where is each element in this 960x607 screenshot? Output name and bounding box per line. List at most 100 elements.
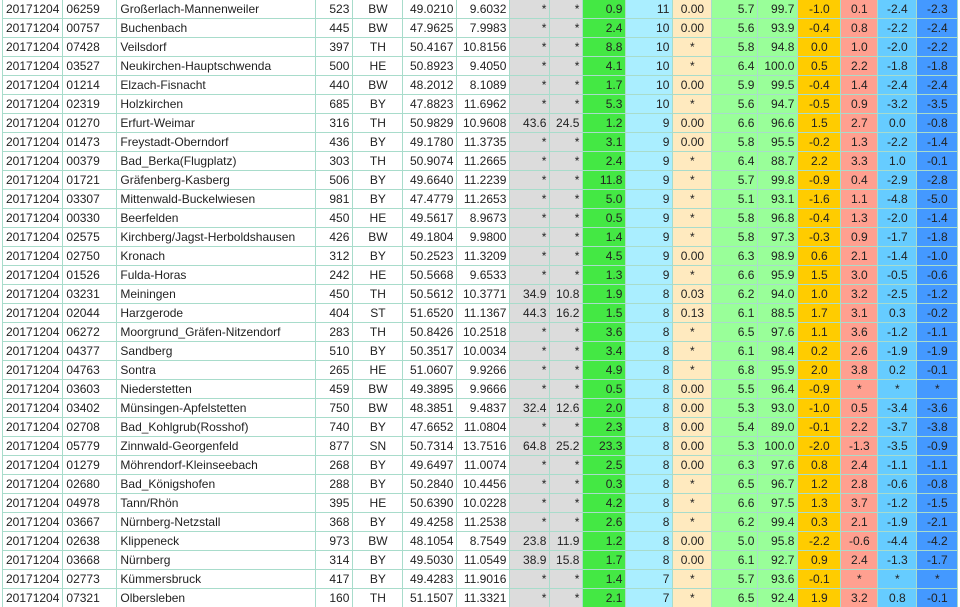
state-cell: TH bbox=[352, 284, 404, 304]
lightblue-value-cell: 8 bbox=[625, 436, 674, 456]
latitude-cell: 50.2523 bbox=[402, 246, 458, 266]
yellow-value-cell: 0.00 bbox=[672, 113, 713, 133]
latitude-cell: 48.2012 bbox=[402, 75, 458, 95]
state-cell: BW bbox=[352, 227, 404, 247]
orange-value-cell: 0.5 bbox=[797, 56, 842, 76]
orange-value-cell: 1.7 bbox=[797, 303, 842, 323]
longitude-cell: 11.1367 bbox=[456, 303, 511, 323]
salmon-value-cell: 1.4 bbox=[840, 75, 879, 95]
gray-value-2-cell: * bbox=[549, 588, 584, 607]
orange-value-cell: -0.9 bbox=[797, 379, 842, 399]
lightgreen-value-2-cell: 99.4 bbox=[757, 512, 799, 532]
table-row: 20171204 02708 Bad_Kohlgrub(Rosshof) 740 BY 4… bbox=[1, 417, 959, 437]
station-name-cell: Sandberg bbox=[116, 341, 317, 361]
yellow-value-cell: * bbox=[672, 265, 713, 285]
lightgreen-value-2-cell: 88.5 bbox=[757, 303, 799, 323]
green-value-cell: 8.8 bbox=[582, 37, 627, 57]
state-cell: BY bbox=[352, 189, 404, 209]
latitude-cell: 50.9074 bbox=[402, 151, 458, 171]
table-row: 20171204 05779 Zinnwald-Georgenfeld 877 SN 50… bbox=[1, 436, 959, 456]
date-cell: 20171204 bbox=[1, 417, 64, 437]
longitude-cell: 7.9983 bbox=[456, 18, 511, 38]
yellow-value-cell: 0.13 bbox=[672, 303, 713, 323]
date-cell: 20171204 bbox=[1, 18, 64, 38]
elevation-cell: 506 bbox=[315, 170, 354, 190]
table-row: 20171204 04763 Sontra 265 HE 51.0607 9.9266 * * 4… bbox=[1, 360, 959, 380]
lightblue-value-cell: 8 bbox=[625, 550, 674, 570]
station-id-cell: 02680 bbox=[62, 474, 118, 494]
blue-value-1-cell: -1.2 bbox=[877, 493, 918, 513]
table-row: 20171204 03402 Münsingen-Apfelstetten 750 BW… bbox=[1, 398, 959, 418]
station-id-cell: 06272 bbox=[62, 322, 118, 342]
table-row: 20171204 02680 Bad_Königshofen 288 BY 50.2840… bbox=[1, 474, 959, 494]
station-id-cell: 01473 bbox=[62, 132, 118, 152]
station-id-cell: 02638 bbox=[62, 531, 118, 551]
blue-value-2-cell: -3.6 bbox=[916, 398, 959, 418]
station-id-cell: 07428 bbox=[62, 37, 118, 57]
gray-value-1-cell: * bbox=[509, 455, 551, 475]
date-cell: 20171204 bbox=[1, 189, 64, 209]
elevation-cell: 436 bbox=[315, 132, 354, 152]
gray-value-2-cell: * bbox=[549, 132, 584, 152]
blue-value-2-cell: -1.8 bbox=[916, 56, 959, 76]
table-row: 20171204 06272 Moorgrund_Gräfen-Nitzendorf… bbox=[1, 322, 959, 342]
lightblue-value-cell: 7 bbox=[625, 588, 674, 607]
longitude-cell: 9.4050 bbox=[456, 56, 511, 76]
gray-value-1-cell: * bbox=[509, 208, 551, 228]
longitude-cell: 10.3771 bbox=[456, 284, 511, 304]
lightgreen-value-2-cell: 89.0 bbox=[757, 417, 799, 437]
elevation-cell: 877 bbox=[315, 436, 354, 456]
blue-value-2-cell: -0.6 bbox=[916, 265, 959, 285]
orange-value-cell: 1.1 bbox=[797, 322, 842, 342]
lightgreen-value-1-cell: 6.2 bbox=[711, 512, 759, 532]
station-id-cell: 04377 bbox=[62, 341, 118, 361]
gray-value-1-cell: * bbox=[509, 18, 551, 38]
longitude-cell: 11.3735 bbox=[456, 132, 511, 152]
green-value-cell: 0.5 bbox=[582, 208, 627, 228]
longitude-cell: 11.0074 bbox=[456, 455, 511, 475]
state-cell: ST bbox=[352, 303, 404, 323]
longitude-cell: 11.2239 bbox=[456, 170, 511, 190]
table-row: 20171204 04377 Sandberg 510 BY 50.3517 10.0034… bbox=[1, 341, 959, 361]
date-cell: 20171204 bbox=[1, 113, 64, 133]
gray-value-1-cell: * bbox=[509, 474, 551, 494]
green-value-cell: 1.4 bbox=[582, 227, 627, 247]
elevation-cell: 368 bbox=[315, 512, 354, 532]
yellow-value-cell: * bbox=[672, 37, 713, 57]
lightgreen-value-2-cell: 96.6 bbox=[757, 113, 799, 133]
station-name-cell: Bad_Berka(Flugplatz) bbox=[116, 151, 317, 171]
blue-value-2-cell: -1.0 bbox=[916, 246, 959, 266]
longitude-cell: 10.2518 bbox=[456, 322, 511, 342]
latitude-cell: 49.5617 bbox=[402, 208, 458, 228]
lightgreen-value-2-cell: 92.7 bbox=[757, 550, 799, 570]
yellow-value-cell: 0.00 bbox=[672, 436, 713, 456]
station-name-cell: Kümmersbruck bbox=[116, 569, 317, 589]
salmon-value-cell: 0.5 bbox=[840, 398, 879, 418]
state-cell: BY bbox=[352, 341, 404, 361]
yellow-value-cell: 0.00 bbox=[672, 18, 713, 38]
lightblue-value-cell: 9 bbox=[625, 132, 674, 152]
gray-value-1-cell: * bbox=[509, 379, 551, 399]
orange-value-cell: -1.0 bbox=[797, 0, 842, 19]
blue-value-1-cell: -2.4 bbox=[877, 75, 918, 95]
elevation-cell: 426 bbox=[315, 227, 354, 247]
lightgreen-value-1-cell: 6.6 bbox=[711, 493, 759, 513]
lightgreen-value-1-cell: 5.7 bbox=[711, 569, 759, 589]
state-cell: BY bbox=[352, 170, 404, 190]
lightblue-value-cell: 8 bbox=[625, 322, 674, 342]
elevation-cell: 316 bbox=[315, 113, 354, 133]
date-cell: 20171204 bbox=[1, 75, 64, 95]
elevation-cell: 450 bbox=[315, 208, 354, 228]
station-id-cell: 01721 bbox=[62, 170, 118, 190]
yellow-value-cell: * bbox=[672, 151, 713, 171]
orange-value-cell: 0.3 bbox=[797, 512, 842, 532]
elevation-cell: 312 bbox=[315, 246, 354, 266]
date-cell: 20171204 bbox=[1, 265, 64, 285]
green-value-cell: 2.3 bbox=[582, 417, 627, 437]
blue-value-1-cell: * bbox=[877, 379, 918, 399]
salmon-value-cell: 3.0 bbox=[840, 265, 879, 285]
lightgreen-value-1-cell: 5.8 bbox=[711, 132, 759, 152]
lightblue-value-cell: 8 bbox=[625, 398, 674, 418]
lightblue-value-cell: 8 bbox=[625, 360, 674, 380]
green-value-cell: 23.3 bbox=[582, 436, 627, 456]
